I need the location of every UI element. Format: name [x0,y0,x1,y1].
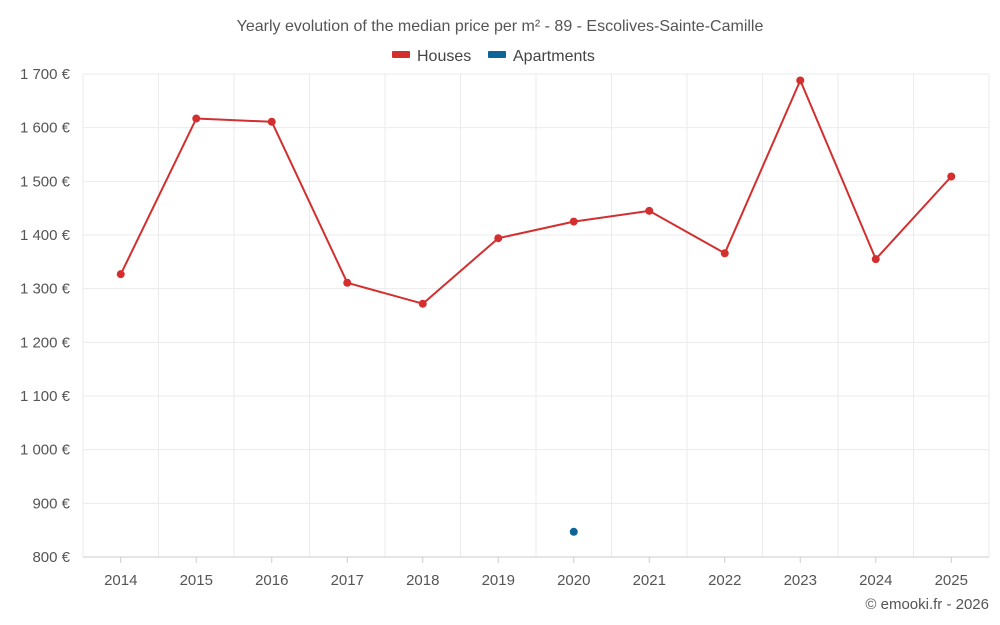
x-tick-label: 2023 [784,572,817,589]
data-point-houses-2019[interactable] [494,234,503,243]
x-tick-label: 2019 [482,572,515,589]
y-tick-label: 900 € [32,495,70,512]
y-tick-label: 1 100 € [20,388,71,405]
series [116,76,956,536]
legend-label-houses: Houses [417,48,471,65]
data-point-houses-2022[interactable] [720,249,729,258]
legend: Houses Apartments [392,48,595,65]
x-tick-label: 2018 [406,572,439,589]
data-point-houses-2018[interactable] [418,299,427,308]
data-point-houses-2015[interactable] [192,114,201,123]
y-tick-label: 1 200 € [20,334,71,351]
y-tick-label: 800 € [32,549,70,566]
data-point-houses-2020[interactable] [569,217,578,226]
y-tick-label: 1 000 € [20,442,71,459]
data-point-houses-2014[interactable] [116,270,125,279]
y-tick-label: 1 300 € [20,281,71,298]
data-point-houses-2017[interactable] [343,278,352,287]
legend-swatch-houses [392,51,410,58]
series-line-houses [119,79,953,305]
legend-item-houses[interactable]: Houses [392,48,471,65]
axes: 800 € 900 € 1 000 € 1 100 € 1 200 € 1 300 € 1 … [20,66,989,589]
x-tick-label: 2020 [557,572,590,589]
x-tick-label: 2016 [255,572,288,589]
y-tick-label: 1 400 € [20,227,71,244]
y-tick-label: 1 600 € [20,120,71,137]
y-tick-label: 1 500 € [20,173,71,190]
x-tick-label: 2022 [708,572,741,589]
legend-item-apartments[interactable]: Apartments [488,48,595,65]
x-tick-label: 2014 [104,572,137,589]
x-tick-label: 2015 [180,572,213,589]
x-tick-label: 2017 [331,572,364,589]
x-tick-label: 2024 [859,572,892,589]
data-point-apartments-2020[interactable] [569,527,578,536]
legend-label-apartments: Apartments [513,48,595,65]
data-point-houses-2016[interactable] [267,117,276,126]
y-tick-label: 1 700 € [20,66,71,83]
chart-title: Yearly evolution of the median price per… [237,18,764,35]
x-tick-label: 2025 [935,572,968,589]
data-point-houses-2025[interactable] [947,172,956,181]
legend-swatch-apartments [488,51,506,58]
data-point-houses-2021[interactable] [645,206,654,215]
credit-text: © emooki.fr - 2026 [865,596,989,613]
x-tick-label: 2021 [633,572,666,589]
data-point-houses-2023[interactable] [796,76,805,85]
data-point-houses-2024[interactable] [871,255,880,264]
grid [82,73,990,557]
